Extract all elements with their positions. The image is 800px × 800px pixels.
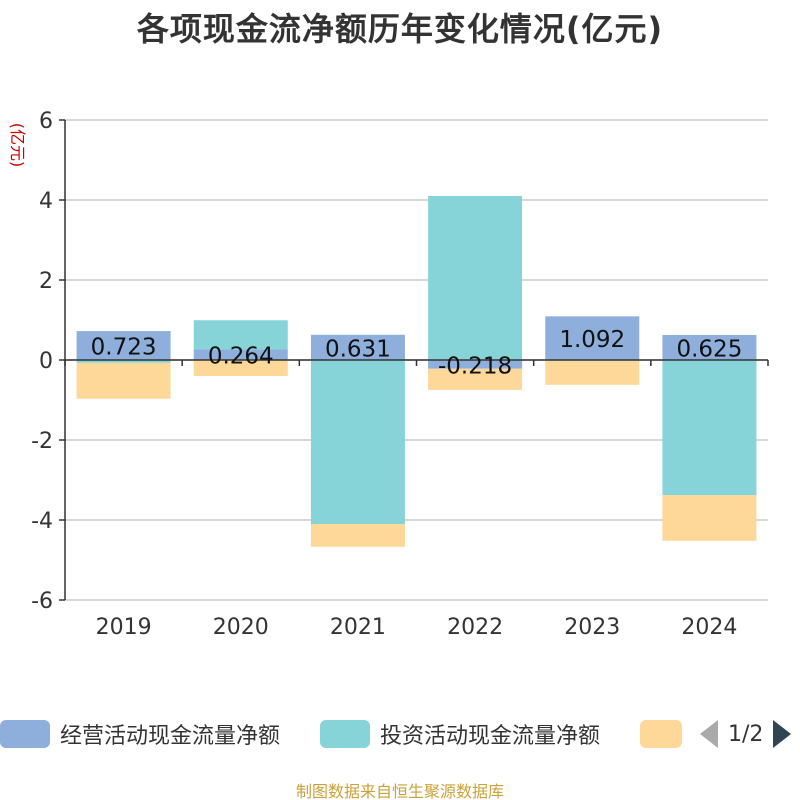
legend-label-investing: 投资活动现金流量净额 — [380, 724, 601, 749]
x-tick-label: 2023 — [564, 615, 620, 640]
axis-layer: 6 4 2 0 -2 -4 -6 (亿元) 2019 2020 2021 2022 2023 2024 — [8, 109, 769, 640]
bar-2020-series-1 — [193, 320, 288, 350]
bar-2021-series-1 — [310, 360, 405, 524]
data-label: 0.631 — [325, 336, 391, 362]
legend-item-financing[interactable] — [640, 716, 682, 752]
bar-2019-series-0 — [76, 331, 171, 360]
y-axis-title: (亿元) — [8, 123, 27, 168]
legend-label-operating: 经营活动现金流量净额 — [60, 724, 281, 749]
data-label: -0.218 — [438, 353, 512, 379]
bar-2024-series-2 — [662, 495, 757, 541]
legend-item-investing[interactable]: 投资活动现金流量净额 — [320, 716, 600, 752]
y-tick-label: 6 — [39, 109, 53, 134]
bar-2022-series-2 — [428, 368, 523, 390]
source-note: 制图数据来自恒生聚源数据库 — [295, 782, 504, 800]
bar-2020-series-2 — [193, 360, 288, 376]
bar-2022-series-1 — [428, 196, 523, 360]
bar-2024-series-1 — [662, 360, 757, 496]
legend-swatch-investing — [320, 720, 370, 748]
y-tick-label: 2 — [39, 269, 53, 294]
bar-2021-series-2 — [310, 524, 405, 547]
chart-title: 各项现金流净额历年变化情况(亿元) — [136, 10, 664, 48]
data-label: 0.723 — [91, 335, 157, 361]
y-tick-label: -4 — [31, 509, 53, 534]
data-label: 0.264 — [208, 344, 274, 370]
x-tick-label: 2022 — [447, 615, 503, 640]
bar-2020-series-0 — [193, 349, 288, 360]
x-tick-label: 2024 — [681, 615, 737, 640]
legend: 经营活动现金流量净额 投资活动现金流量净额 1/2 — [0, 716, 800, 752]
x-tick-label: 2021 — [330, 615, 386, 640]
x-tick-label: 2019 — [96, 615, 152, 640]
x-tick-label: 2020 — [213, 615, 269, 640]
bar-2019-series-2 — [76, 362, 171, 399]
triangle-left-icon[interactable] — [700, 720, 718, 748]
data-label: 0.625 — [676, 337, 742, 363]
bar-layer — [76, 196, 757, 547]
chart-canvas: 6 4 2 0 -2 -4 -6 (亿元) 2019 2020 2021 2022 2023 2024 0… — [8, 109, 769, 640]
bar-2024-series-0 — [662, 335, 757, 360]
y-tick-label: -2 — [31, 429, 53, 454]
bar-2023-series-0 — [545, 316, 640, 360]
legend-pager: 1/2 — [700, 716, 792, 752]
triangle-right-icon[interactable] — [773, 720, 792, 748]
y-tick-label: 4 — [39, 189, 53, 214]
bar-2019-series-1 — [76, 360, 171, 363]
bar-2023-series-2 — [545, 360, 640, 385]
y-tick-label: -6 — [31, 589, 53, 614]
y-tick-label: 0 — [39, 349, 53, 374]
data-label-layer: 0.723 0.264 0.631 -0.218 1.092 0.625 — [91, 327, 743, 379]
data-label: 1.092 — [559, 327, 625, 353]
bar-2022-series-0 — [428, 360, 523, 369]
bar-2021-series-0 — [310, 334, 405, 360]
legend-page-indicator: 1/2 — [728, 721, 764, 747]
legend-swatch-operating — [0, 720, 50, 748]
legend-item-operating[interactable]: 经营活动现金流量净额 — [0, 716, 280, 752]
legend-swatch-financing — [640, 720, 682, 748]
